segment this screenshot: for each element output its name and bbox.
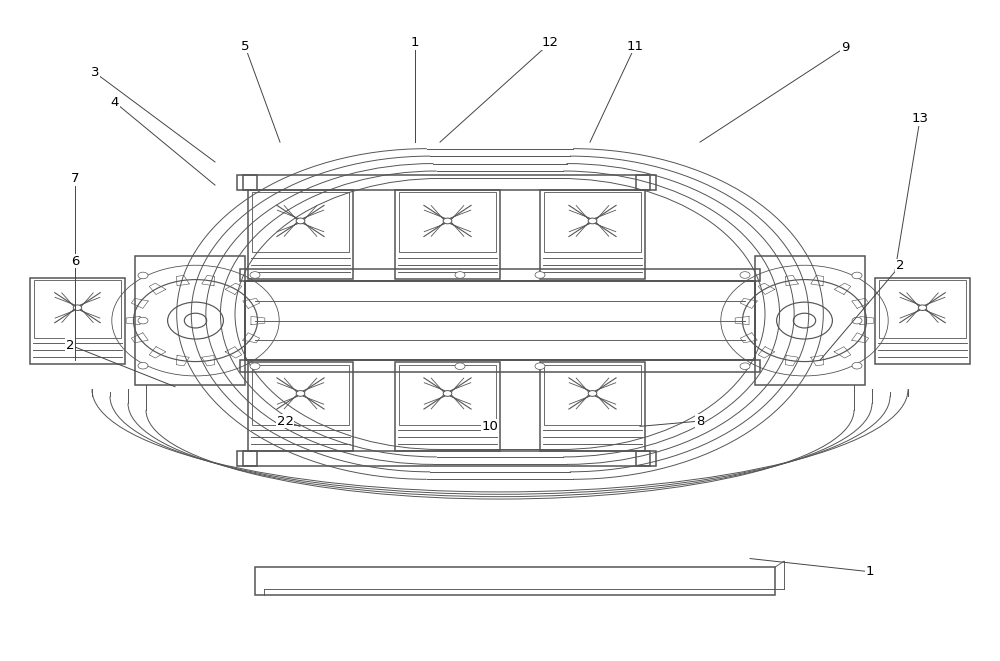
Circle shape — [535, 363, 545, 369]
Text: 13: 13 — [912, 112, 928, 126]
Bar — [544, 192, 641, 253]
Bar — [255, 567, 775, 595]
Circle shape — [138, 272, 148, 279]
Bar — [248, 190, 353, 279]
Bar — [879, 280, 966, 338]
Circle shape — [740, 272, 750, 278]
Text: 1: 1 — [411, 36, 419, 50]
Circle shape — [535, 272, 545, 278]
Circle shape — [852, 272, 862, 279]
Bar — [395, 190, 500, 279]
Bar — [399, 365, 496, 425]
Bar — [237, 175, 257, 190]
Bar — [544, 365, 641, 425]
Bar — [755, 256, 865, 385]
Circle shape — [455, 272, 465, 278]
Bar — [636, 451, 656, 466]
Circle shape — [250, 363, 260, 369]
Bar — [636, 175, 656, 190]
Bar — [237, 451, 257, 466]
Text: 4: 4 — [111, 96, 119, 109]
Bar — [240, 269, 760, 281]
Bar — [540, 362, 645, 451]
Text: 7: 7 — [71, 172, 79, 185]
Bar — [243, 175, 650, 190]
Circle shape — [138, 317, 148, 324]
Bar — [248, 362, 353, 451]
Text: 9: 9 — [841, 41, 849, 54]
Bar — [245, 281, 755, 360]
Bar — [240, 360, 760, 372]
Text: 5: 5 — [241, 40, 249, 53]
Text: 1: 1 — [866, 565, 874, 578]
Bar — [243, 451, 650, 466]
Text: 12: 12 — [542, 36, 558, 50]
Circle shape — [852, 362, 862, 369]
Bar — [34, 280, 121, 338]
Text: 3: 3 — [91, 66, 99, 79]
Circle shape — [455, 363, 465, 369]
Text: 8: 8 — [696, 414, 704, 428]
Bar — [252, 365, 349, 425]
Text: 2: 2 — [896, 259, 904, 272]
Circle shape — [852, 317, 862, 324]
Text: 2: 2 — [66, 338, 74, 352]
Text: 22: 22 — [276, 414, 294, 428]
Circle shape — [138, 362, 148, 369]
Circle shape — [250, 272, 260, 278]
Text: 10: 10 — [482, 420, 498, 433]
Bar — [252, 192, 349, 253]
Text: 11: 11 — [626, 40, 644, 53]
Bar — [395, 362, 500, 451]
Bar — [875, 278, 970, 364]
Bar — [399, 192, 496, 253]
Bar — [540, 190, 645, 279]
Circle shape — [740, 363, 750, 369]
Bar — [30, 278, 125, 364]
Bar — [135, 256, 245, 385]
Text: 6: 6 — [71, 254, 79, 268]
